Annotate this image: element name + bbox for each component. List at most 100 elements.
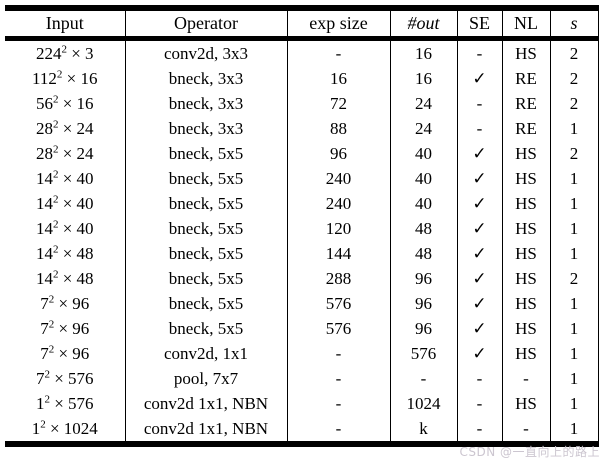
cell-exp-size: 72 (286, 90, 390, 116)
cell-s: 1 (549, 390, 599, 416)
cell-out: 16 (389, 65, 457, 91)
cell-operator: bneck, 5x5 (124, 165, 287, 191)
cell-se: ✓ (456, 165, 502, 191)
cell-se: ✓ (456, 65, 502, 91)
cell-input: 562 × 16 (35, 92, 94, 113)
column-header-nl: NL (501, 8, 550, 41)
cell-s: 1 (549, 190, 599, 216)
column-header-s: s (549, 8, 599, 41)
cell-nl: HS (501, 215, 550, 241)
table-row: 72 × 96 bneck, 5x5 576 96 ✓ HS 1 (5, 315, 599, 341)
table-row: 72 × 576 pool, 7x7- - - -1 (5, 365, 599, 391)
cell-se: ✓ (456, 240, 502, 266)
cell-se: ✓ (456, 290, 502, 316)
column-header-exp-size: exp size (286, 8, 390, 41)
table-row: 142 × 48 bneck, 5x5 144 48 ✓ HS 1 (5, 240, 599, 266)
cell-out: 24 (389, 90, 457, 116)
table-row: 142 × 40 bneck, 5x5 240 40 ✓ HS 1 (5, 165, 599, 191)
cell-exp-size: 240 (286, 190, 390, 216)
column-header-out: #out (389, 8, 457, 41)
cell-operator: bneck, 3x3 (124, 90, 287, 116)
table-row: 282 × 24 bneck, 3x3 88 24- RE 1 (5, 115, 599, 141)
architecture-table: Input Operator exp size #out SE NL s 2242 × 3 c… (5, 5, 599, 447)
cell-nl: HS (501, 190, 550, 216)
cell-exp-size: 576 (286, 315, 390, 341)
cell-nl: - (501, 415, 550, 444)
cell-s: 1 (549, 165, 599, 191)
cell-input: 72 × 96 (40, 342, 90, 363)
cell-s: 1 (549, 290, 599, 316)
cell-nl: HS (501, 165, 550, 191)
cell-exp-size: 144 (286, 240, 390, 266)
table-header-row: Input Operator exp size #out SE NL s (5, 8, 599, 41)
cell-se: - (456, 365, 502, 391)
cell-input: 282 × 24 (35, 117, 94, 138)
cell-nl: HS (501, 290, 550, 316)
cell-se: - (456, 90, 502, 116)
cell-operator: conv2d, 1x1 (124, 340, 287, 366)
column-header-operator: Operator (124, 8, 287, 41)
cell-out: 96 (389, 265, 457, 291)
cell-exp-size: - (286, 38, 390, 66)
cell-out: 16 (389, 38, 457, 66)
cell-out: 48 (389, 240, 457, 266)
cell-out: 40 (389, 165, 457, 191)
cell-s: 2 (549, 140, 599, 166)
cell-out: 96 (389, 290, 457, 316)
cell-input: 12 × 1024 (31, 417, 98, 438)
cell-out: k (389, 415, 457, 444)
cell-input: 282 × 24 (35, 142, 94, 163)
cell-s: 1 (549, 340, 599, 366)
cell-nl: HS (501, 140, 550, 166)
cell-se: - (456, 115, 502, 141)
table-row: 562 × 16 bneck, 3x3 72 24- RE 2 (5, 90, 599, 116)
cell-s: 2 (549, 38, 599, 66)
cell-exp-size: 120 (286, 215, 390, 241)
cell-exp-size: 288 (286, 265, 390, 291)
cell-operator: bneck, 3x3 (124, 115, 287, 141)
cell-input: 142 × 48 (35, 267, 94, 288)
cell-operator: bneck, 5x5 (124, 215, 287, 241)
cell-exp-size: - (286, 390, 390, 416)
cell-out: 24 (389, 115, 457, 141)
cell-operator: conv2d 1x1, NBN (124, 415, 287, 444)
cell-operator: bneck, 5x5 (124, 190, 287, 216)
cell-nl: RE (501, 115, 550, 141)
cell-s: 1 (549, 315, 599, 341)
cell-exp-size: - (286, 340, 390, 366)
table-row: 72 × 96 conv2d, 1x1-576 ✓ HS 1 (5, 340, 599, 366)
table-row: 142 × 40 bneck, 5x5 120 48 ✓ HS 1 (5, 215, 599, 241)
cell-s: 2 (549, 90, 599, 116)
cell-exp-size: 240 (286, 165, 390, 191)
cell-input: 1122 × 16 (32, 67, 98, 88)
cell-out: 576 (389, 340, 457, 366)
cell-nl: RE (501, 65, 550, 91)
cell-input: 72 × 96 (40, 292, 90, 313)
table-row: 72 × 96 bneck, 5x5 576 96 ✓ HS 1 (5, 290, 599, 316)
cell-input: 142 × 40 (35, 167, 94, 188)
table-row: 12 × 576 conv2d 1x1, NBN -1024- HS 1 (5, 390, 599, 416)
cell-exp-size: 88 (286, 115, 390, 141)
cell-out: 40 (389, 190, 457, 216)
cell-exp-size: 96 (286, 140, 390, 166)
cell-input: 142 × 40 (35, 217, 94, 238)
cell-se: - (456, 38, 502, 66)
cell-se: - (456, 390, 502, 416)
column-header-se: SE (456, 8, 502, 41)
cell-s: 1 (549, 415, 599, 444)
cell-operator: conv2d, 3x3 (124, 38, 287, 66)
cell-operator: conv2d 1x1, NBN (124, 390, 287, 416)
cell-s: 2 (549, 265, 599, 291)
cell-se: ✓ (456, 215, 502, 241)
cell-input: 142 × 48 (35, 242, 94, 263)
cell-out: - (389, 365, 457, 391)
table-row: 2242 × 3 conv2d, 3x3-16- HS 2 (5, 38, 599, 66)
cell-se: ✓ (456, 340, 502, 366)
column-header-input: Input (5, 8, 125, 41)
cell-input: 72 × 576 (35, 367, 94, 388)
cell-nl: HS (501, 340, 550, 366)
table-header: Input Operator exp size #out SE NL s (5, 8, 599, 41)
cell-operator: bneck, 5x5 (124, 240, 287, 266)
cell-input: 72 × 96 (40, 317, 90, 338)
cell-s: 1 (549, 215, 599, 241)
